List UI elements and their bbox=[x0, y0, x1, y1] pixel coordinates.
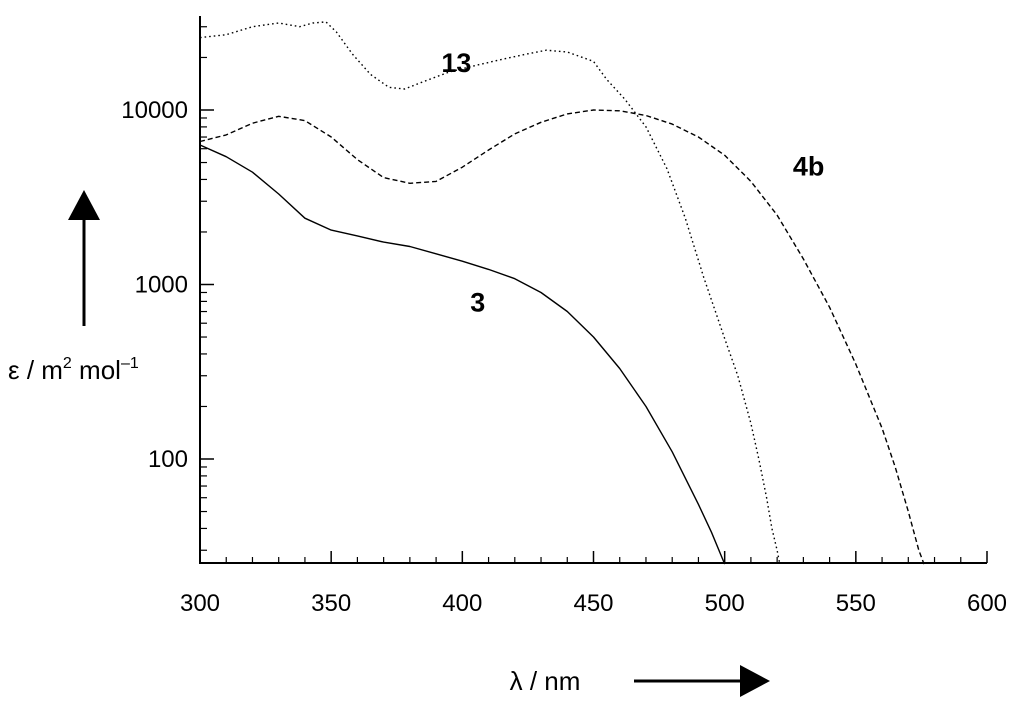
series-label-4b: 4b bbox=[793, 152, 825, 182]
x-tick-label: 400 bbox=[442, 590, 482, 617]
axes bbox=[199, 16, 987, 564]
y-ticks: 100 1000 10000 bbox=[121, 26, 214, 551]
y-axis-arrow bbox=[68, 190, 100, 326]
x-axis-title: λ / nm bbox=[510, 666, 581, 696]
x-tick-label: 350 bbox=[311, 590, 351, 617]
x-axis-arrow bbox=[634, 665, 770, 697]
series-line-3 bbox=[199, 144, 726, 565]
series-line-4b bbox=[199, 109, 925, 565]
series-labels: 13 4b 3 bbox=[441, 48, 824, 317]
x-tick-label: 450 bbox=[573, 590, 613, 617]
y-tick-label: 1000 bbox=[135, 272, 188, 299]
series-label-13: 13 bbox=[441, 48, 471, 78]
x-tick-label: 600 bbox=[967, 590, 1007, 617]
x-tick-label: 500 bbox=[705, 590, 745, 617]
series-group bbox=[199, 21, 925, 565]
x-tick-label: 300 bbox=[180, 590, 220, 617]
series-line-13 bbox=[199, 21, 781, 565]
y-tick-label: 100 bbox=[148, 446, 188, 473]
y-axis-title: ε / m2 mol–1 bbox=[8, 355, 139, 385]
y-tick-label: 10000 bbox=[121, 97, 188, 124]
x-ticks: 300 350 400 450 500 550 600 bbox=[180, 551, 1007, 617]
x-tick-label: 550 bbox=[836, 590, 876, 617]
series-label-3: 3 bbox=[470, 288, 485, 318]
